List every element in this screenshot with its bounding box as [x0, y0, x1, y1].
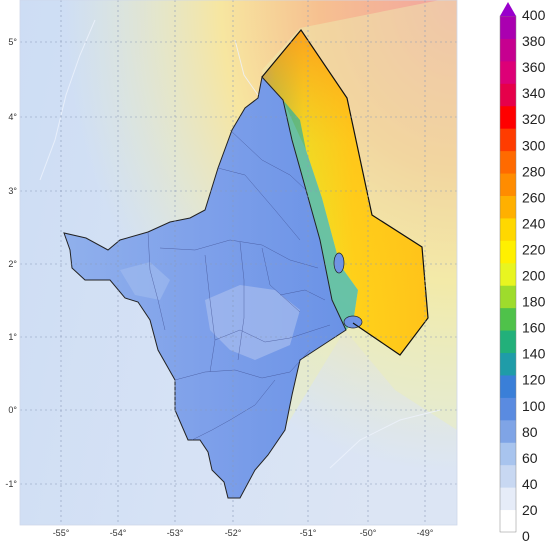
land-interior-patch — [120, 262, 170, 300]
colorbar: 4003803603403203002802602402202001801601… — [499, 2, 546, 542]
map-frame — [19, 0, 458, 526]
longitude-ticks: -55° -54° -53° -52° -51° -50° -49° — [53, 528, 434, 538]
colorbar-label: 40 — [522, 476, 538, 492]
colorbar-segment — [500, 128, 516, 152]
colorbar-label: 240 — [522, 215, 546, 231]
colorbar-segment — [500, 105, 516, 129]
lon-tick-label: -52° — [225, 528, 242, 538]
colorbar-label: 280 — [522, 163, 546, 179]
colorbar-segment — [500, 330, 516, 354]
lat-tick-label: 2° — [8, 259, 17, 269]
lon-tick-label: -53° — [167, 528, 184, 538]
colorbar-label: 300 — [522, 137, 546, 153]
colorbar-label: 260 — [522, 189, 546, 205]
colorbar-segment — [500, 60, 516, 84]
rivers — [39, 19, 441, 469]
maritime-zone-north — [262, 30, 428, 355]
colorbar-segment — [500, 150, 516, 174]
colorbar-segment — [500, 442, 516, 466]
colorbar-segment — [500, 374, 516, 398]
lat-tick-label: 4° — [8, 112, 17, 122]
colorbar-segment — [500, 83, 516, 107]
land-interior-patch — [205, 285, 300, 360]
latitude-ticks: 5° 4° 3° 2° 1° 0° -1° — [5, 37, 17, 489]
colorbar-label: 80 — [522, 424, 538, 440]
colorbar-label: 400 — [522, 7, 546, 23]
lat-tick-label: 3° — [8, 186, 17, 196]
colorbar-segment — [500, 352, 516, 376]
colorbar-segment — [500, 397, 516, 421]
colorbar-max-arrow — [500, 2, 516, 16]
colorbar-label: 140 — [522, 346, 546, 362]
lat-tick-label: 5° — [8, 37, 17, 47]
colorbar-segment — [500, 262, 516, 286]
lon-tick-label: -54° — [110, 528, 127, 538]
lat-tick-label: 1° — [8, 332, 17, 342]
maritime-boundary — [261, 29, 429, 356]
colorbar-label: 380 — [522, 33, 546, 49]
colorbar-label: 220 — [522, 241, 546, 257]
municipal-boundaries — [147, 129, 331, 441]
lon-tick-label: -49° — [417, 528, 434, 538]
colorbar-label: 320 — [522, 111, 546, 127]
colorbar-segment — [500, 217, 516, 241]
colorbar-label: 360 — [522, 59, 546, 75]
colorbar-segment — [500, 173, 516, 196]
island — [333, 252, 345, 274]
lat-tick-label: -1° — [5, 479, 17, 489]
colorbar-label: 340 — [522, 85, 546, 101]
lon-tick-label: -55° — [53, 528, 70, 538]
island — [343, 315, 363, 329]
colorbar-label: 180 — [522, 294, 546, 310]
colorbar-segment — [500, 38, 516, 62]
colorbar-segment — [500, 509, 516, 533]
colorbar-segment — [500, 16, 516, 39]
lon-tick-label: -50° — [360, 528, 377, 538]
colorbar-label: 120 — [522, 372, 546, 388]
colorbar-segment — [500, 487, 516, 511]
colorbar-segment — [500, 195, 516, 219]
land-region — [63, 75, 347, 499]
colorbar-label: 0 — [522, 528, 530, 542]
colorbar-segment — [500, 464, 516, 488]
colorbar-segment — [500, 285, 516, 309]
colorbar-segment — [500, 419, 516, 443]
colorbar-segment — [500, 240, 516, 264]
colorbar-segment — [500, 307, 516, 331]
colorbar-label: 60 — [522, 450, 538, 466]
lon-tick-label: -51° — [300, 528, 317, 538]
colorbar-label: 100 — [522, 398, 546, 414]
colorbar-label: 160 — [522, 320, 546, 336]
lat-tick-label: 0° — [8, 405, 17, 415]
colorbar-label: 200 — [522, 268, 546, 284]
colorbar-label: 20 — [522, 502, 538, 518]
